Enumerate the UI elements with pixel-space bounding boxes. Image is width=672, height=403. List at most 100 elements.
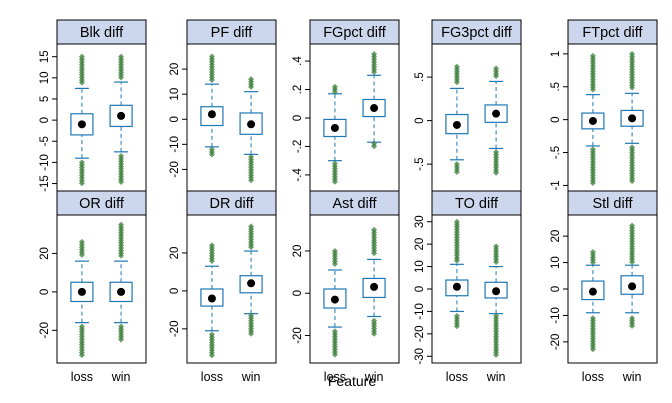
outlier-high-point — [248, 83, 255, 90]
outlier-low-point — [208, 151, 215, 158]
y-tick-label: .2 — [292, 85, 304, 95]
category-label-win: win — [241, 370, 261, 384]
y-tick-label: 20 — [169, 247, 181, 260]
y-tick-label: 15 — [39, 50, 51, 63]
y-tick-label: 10 — [39, 71, 51, 84]
y-tick-label: -10 — [39, 154, 51, 171]
panel-title: Stl diff — [592, 196, 633, 212]
y-tick-label: -15 — [39, 175, 51, 192]
y-tick-label: 0 — [550, 116, 562, 122]
y-tick-label: 0 — [39, 289, 51, 295]
median-point — [247, 279, 256, 288]
y-tick-label: -.5 — [550, 146, 562, 159]
median-point — [588, 287, 597, 296]
median-point — [77, 120, 86, 129]
outlier-high-point — [453, 257, 460, 264]
panel-title: Ast diff — [332, 196, 377, 212]
outlier-high-point — [629, 84, 636, 91]
outlier-low-point — [248, 177, 255, 184]
panel-title: OR diff — [79, 196, 125, 212]
y-tick-label: 10 — [550, 256, 562, 269]
y-tick-label: -20 — [414, 326, 426, 343]
median-point — [77, 287, 86, 296]
y-tick-label: -.2 — [292, 140, 304, 153]
outlier-low-point — [118, 336, 125, 343]
y-tick-label: 0 — [169, 288, 181, 294]
panel-ftpct-diff: FTpct diff-1-.50.51losswin — [550, 19, 658, 213]
category-label-win: win — [622, 370, 642, 384]
outlier-high-point — [208, 76, 215, 83]
outlier-high-point — [78, 79, 85, 86]
panel-strip — [56, 190, 147, 216]
median-point — [492, 287, 501, 296]
panel-title: FTpct diff — [582, 25, 643, 41]
y-tick-label: -20 — [39, 322, 51, 339]
category-label-loss: loss — [582, 370, 604, 384]
outlier-low-point — [78, 352, 85, 359]
outlier-low-point — [493, 169, 500, 176]
outlier-low-point — [208, 352, 215, 359]
outlier-high-point — [331, 88, 338, 95]
panel-strip — [186, 190, 277, 216]
y-tick-label: -.5 — [414, 157, 426, 170]
y-tick-label: 20 — [550, 230, 562, 243]
outlier-high-point — [493, 73, 500, 80]
category-label-loss: loss — [324, 370, 346, 384]
outlier-high-point — [248, 244, 255, 251]
category-label-loss: loss — [446, 370, 468, 384]
y-tick-label: .5 — [550, 82, 562, 92]
y-tick-label: 0 — [550, 286, 562, 292]
outlier-high-point — [629, 258, 636, 265]
outlier-high-point — [331, 260, 338, 267]
panel-fg3pct-diff: FG3pct diff-.50.5losswin — [414, 19, 522, 213]
panel-title: DR diff — [209, 196, 254, 212]
panel-blk-diff: Blk diff-15-10-5051015losswin — [39, 19, 147, 213]
y-tick-label: .5 — [414, 72, 426, 82]
panel-strip — [186, 19, 277, 45]
panel-fgpct-diff: FGpct diff-.4-.20.2.4losswin — [292, 19, 400, 213]
panel-title: FG3pct diff — [441, 25, 513, 41]
y-tick-label: -1 — [550, 180, 562, 190]
y-tick-label: -10 — [169, 136, 181, 153]
category-label-win: win — [486, 370, 506, 384]
median-point — [588, 116, 597, 125]
outlier-low-point — [331, 178, 338, 185]
median-point — [207, 294, 216, 303]
outlier-low-point — [331, 351, 338, 358]
y-tick-label: 1 — [550, 51, 562, 57]
y-tick-label: 10 — [414, 260, 426, 273]
y-tick-label: 20 — [292, 245, 304, 258]
median-point — [628, 114, 637, 123]
panel-title: FGpct diff — [323, 25, 387, 41]
y-tick-label: 0 — [414, 117, 426, 123]
outlier-high-point — [493, 258, 500, 265]
outlier-high-point — [371, 250, 378, 257]
x-axis-title: Feature — [328, 373, 376, 389]
y-tick-label: 0 — [292, 290, 304, 296]
outlier-low-point — [629, 178, 636, 185]
panel-strip — [567, 19, 658, 45]
panel-title: PF diff — [211, 25, 254, 41]
y-tick-label: -.4 — [292, 168, 304, 182]
outlier-high-point — [118, 74, 125, 81]
outlier-high-point — [589, 259, 596, 266]
y-tick-label: 5 — [39, 96, 51, 102]
outlier-high-point — [371, 69, 378, 76]
panel-strip — [56, 19, 147, 45]
y-tick-label: -30 — [414, 348, 426, 365]
y-tick-label: 0 — [414, 286, 426, 292]
panel-strip — [567, 190, 658, 216]
outlier-low-point — [453, 323, 460, 330]
outlier-low-point — [371, 330, 378, 337]
median-point — [370, 282, 379, 291]
outlier-high-point — [78, 251, 85, 258]
outlier-high-point — [208, 257, 215, 264]
y-tick-label: 10 — [169, 88, 181, 101]
panel-strip — [431, 19, 522, 45]
median-point — [330, 295, 339, 304]
outlier-low-point — [248, 330, 255, 337]
outlier-high-point — [589, 86, 596, 93]
category-label-win: win — [111, 370, 131, 384]
outlier-low-point — [118, 179, 125, 186]
median-point — [452, 120, 461, 129]
